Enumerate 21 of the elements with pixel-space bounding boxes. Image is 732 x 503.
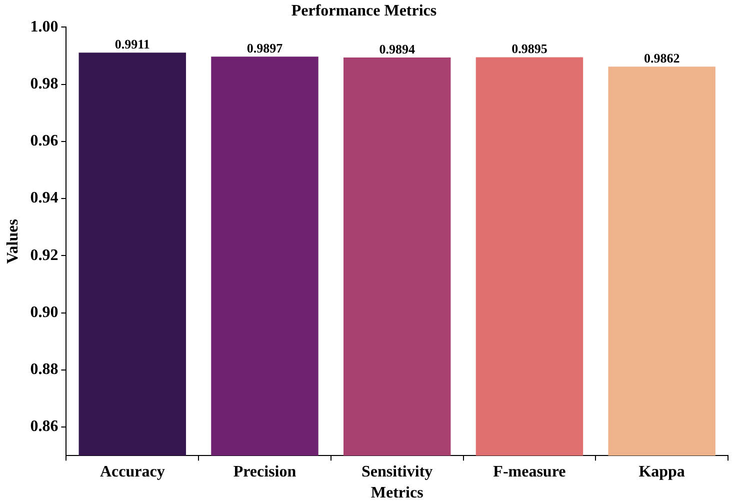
y-tick-label: 0.88 xyxy=(30,361,58,378)
y-tick-label: 0.98 xyxy=(30,75,58,92)
y-tick-label: 0.94 xyxy=(30,190,58,207)
x-tick-label: F-measure xyxy=(493,463,566,480)
y-tick-label: 0.86 xyxy=(30,418,58,436)
data-label: 0.9862 xyxy=(644,50,680,66)
y-tick-label: 1.00 xyxy=(30,18,58,36)
data-label: 0.9895 xyxy=(512,41,548,56)
y-axis-title: Values xyxy=(4,219,22,264)
data-label: 0.9894 xyxy=(379,41,416,56)
y-tick-label: 0.92 xyxy=(30,246,58,264)
x-tick-label: Kappa xyxy=(638,463,685,480)
x-tick-label: Precision xyxy=(233,463,296,480)
data-label: 0.9897 xyxy=(246,40,284,56)
x-tick-label: Sensitivity xyxy=(362,463,433,480)
y-tick-label: 0.96 xyxy=(30,132,58,150)
x-tick-label: Accuracy xyxy=(100,463,165,480)
chart-title: Performance Metrics xyxy=(291,2,437,20)
data-label: 0.9911 xyxy=(114,36,150,52)
x-axis-title: Metrics xyxy=(370,484,424,502)
y-tick-label: 0.90 xyxy=(30,304,58,321)
